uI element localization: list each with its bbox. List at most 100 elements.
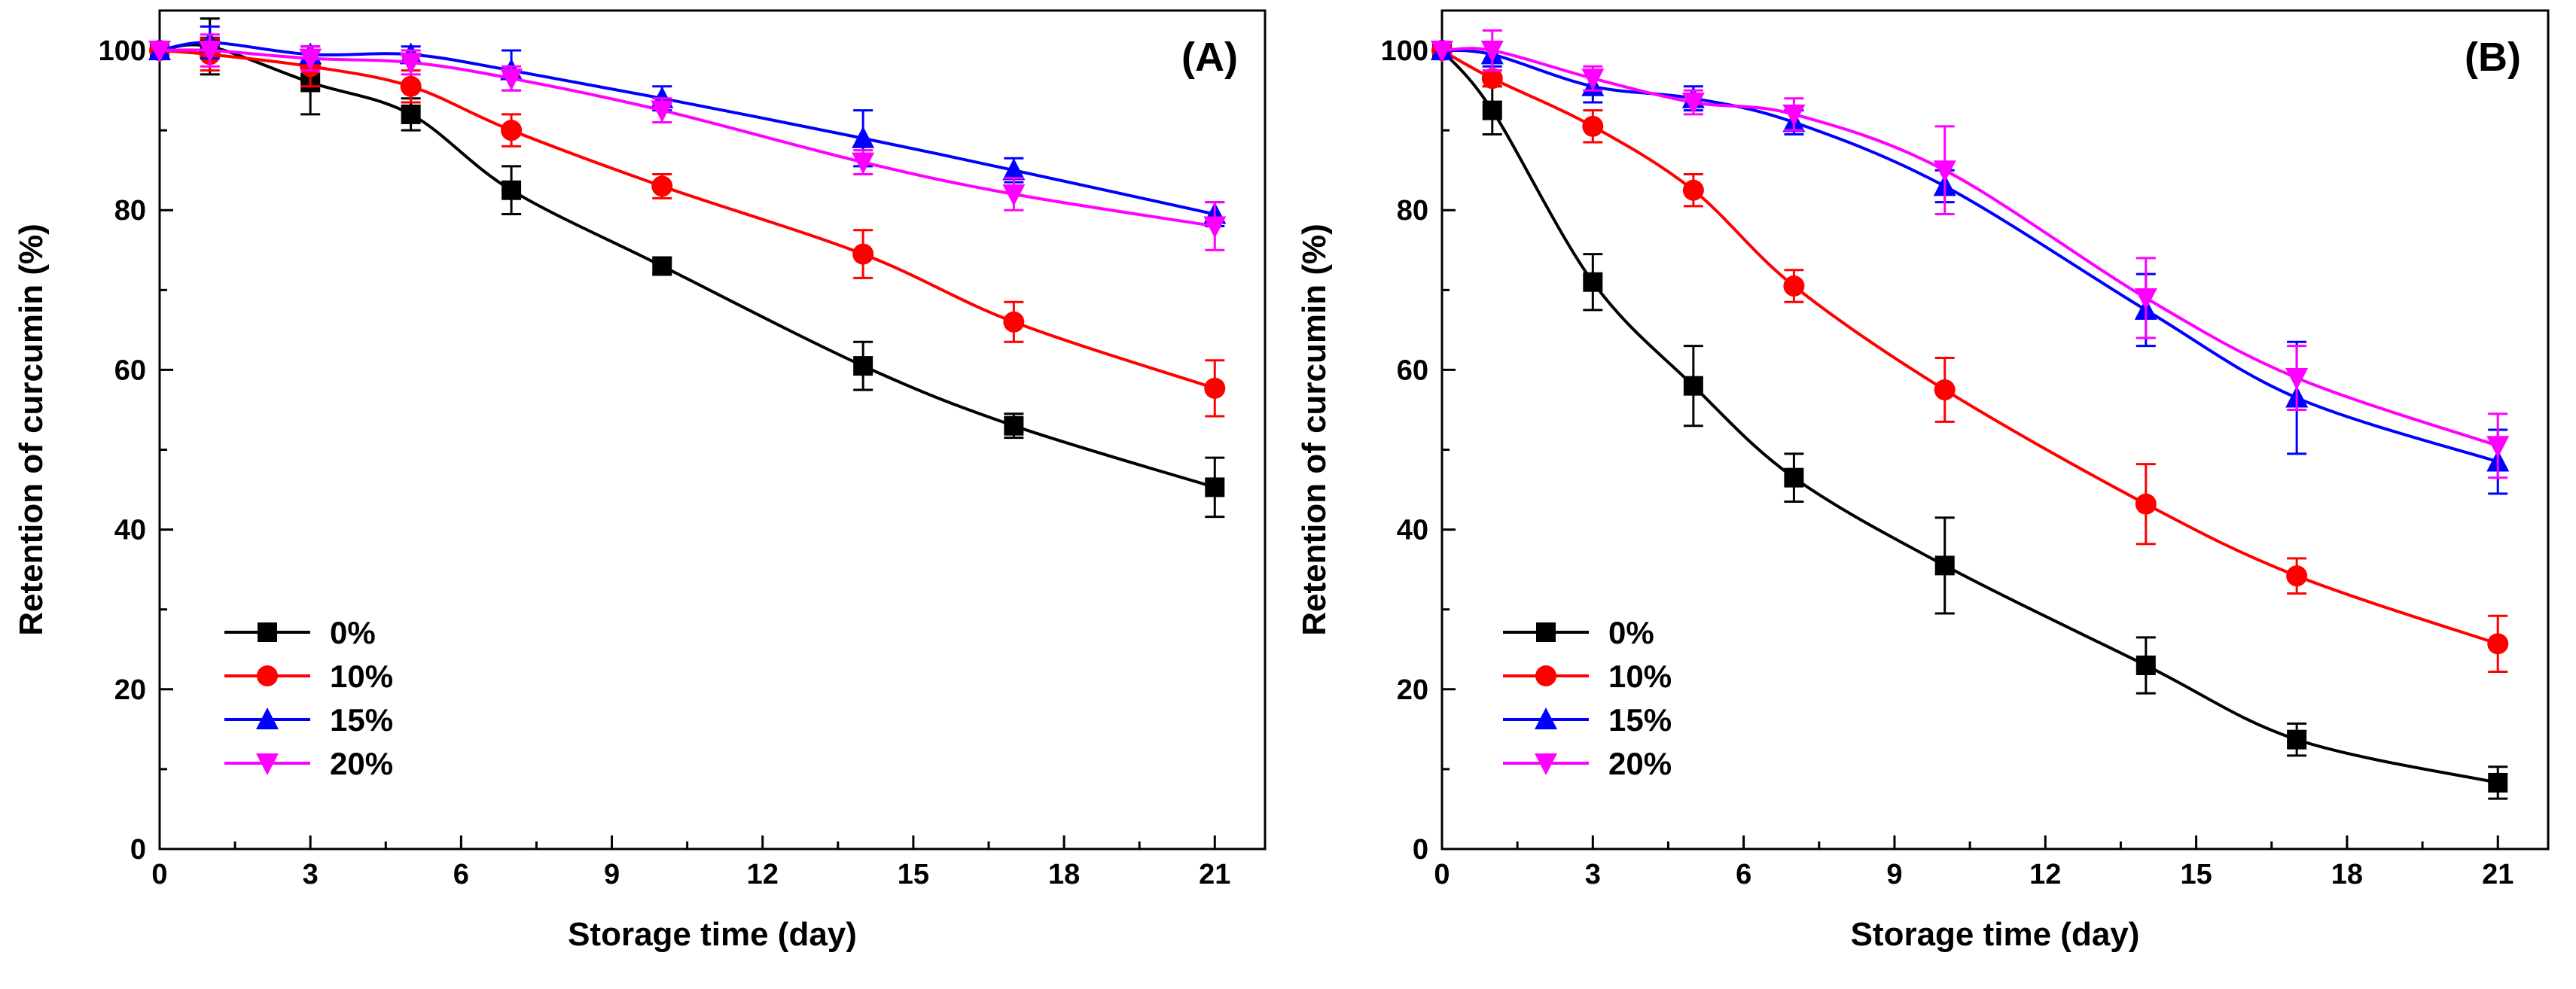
legend-entry: 0%: [224, 615, 376, 650]
y-tick-label: 20: [1397, 674, 1428, 706]
data-point: [1782, 104, 1806, 126]
data-point: [1581, 68, 1605, 91]
x-axis-title: Storage time (day): [1851, 916, 2140, 953]
series-line: [1441, 47, 2498, 448]
y-tick-label: 100: [99, 35, 146, 67]
legend-entry: 20%: [224, 746, 393, 781]
series-line: [1441, 49, 2498, 464]
x-tick-label: 0: [1434, 859, 1450, 890]
legend-entry: 15%: [1503, 702, 1672, 738]
plot-frame: [158, 9, 1267, 851]
data-point: [1582, 115, 1604, 137]
series-line: [159, 48, 1215, 228]
legend-marker: [1536, 622, 1556, 642]
data-point: [1783, 275, 1805, 297]
y-tick-label: 40: [1397, 515, 1428, 546]
series-20pct: [148, 33, 1227, 251]
series-line: [159, 41, 1215, 216]
data-point: [148, 41, 171, 63]
data-point: [2134, 288, 2157, 310]
data-point: [1682, 179, 1704, 201]
legend-marker: [257, 665, 278, 686]
data-point: [1205, 477, 1225, 498]
data-point: [1203, 216, 1227, 239]
legend-entry: 20%: [1503, 746, 1672, 781]
x-tick-label: 6: [1736, 859, 1751, 890]
x-tick-label: 21: [2482, 859, 2514, 890]
data-point: [198, 41, 221, 63]
legend-label: 0%: [1608, 615, 1654, 650]
x-tick-label: 9: [604, 859, 620, 890]
legend-entry: 10%: [1503, 659, 1672, 694]
series-0pct: [150, 17, 1225, 519]
legend-entry: 10%: [224, 659, 393, 694]
legend-marker: [256, 708, 279, 729]
y-axis-title: Retention of curcumin (%): [1296, 224, 1333, 636]
panel-label: (B): [2465, 35, 2521, 80]
data-point: [501, 180, 522, 200]
data-point: [1481, 68, 1503, 90]
legend-marker: [1535, 665, 1556, 686]
x-tick-label: 15: [898, 859, 929, 890]
data-point: [2286, 565, 2308, 587]
data-point: [2287, 729, 2307, 750]
data-point: [400, 75, 422, 97]
legend-label: 20%: [330, 746, 393, 781]
data-point: [1003, 311, 1025, 333]
data-point: [1431, 41, 1453, 63]
x-tick-label: 18: [2331, 859, 2363, 890]
y-tick-label: 100: [1381, 35, 1428, 67]
legend-label: 15%: [1608, 702, 1672, 738]
data-point: [852, 152, 875, 175]
data-point: [1933, 160, 1956, 183]
x-tick-label: 15: [2180, 859, 2212, 890]
data-point: [1480, 41, 1504, 63]
plot-frame: [1440, 9, 2550, 851]
data-point: [1204, 377, 1226, 399]
series-line: [159, 43, 1215, 489]
data-point: [1482, 100, 1502, 120]
legend-marker: [256, 753, 279, 775]
data-point: [852, 243, 874, 265]
data-point: [500, 68, 523, 91]
y-tick-label: 0: [1413, 834, 1428, 866]
data-point: [2486, 436, 2510, 458]
data-point: [401, 104, 421, 124]
y-tick-label: 80: [114, 195, 146, 227]
y-tick-label: 60: [114, 355, 146, 386]
legend-marker: [258, 622, 277, 642]
data-point: [1934, 555, 1955, 576]
data-point: [299, 48, 322, 71]
data-point: [1583, 272, 1603, 292]
data-point: [1934, 379, 1956, 400]
x-tick-label: 18: [1048, 859, 1080, 890]
data-point: [652, 256, 672, 276]
y-tick-label: 60: [1397, 355, 1428, 386]
legend-label: 0%: [330, 615, 376, 650]
data-point: [1681, 93, 1705, 115]
data-point: [2487, 633, 2509, 655]
data-point: [1004, 415, 1024, 436]
y-tick-label: 40: [114, 515, 146, 546]
legend: 0% 10% 15% 20%: [224, 615, 393, 781]
x-tick-label: 12: [747, 859, 779, 890]
data-point: [852, 126, 875, 148]
x-tick-label: 6: [453, 859, 469, 890]
legend-label: 15%: [330, 702, 393, 738]
legend: 0% 10% 15% 20%: [1503, 615, 1672, 781]
series-line: [1441, 49, 2498, 646]
y-tick-label: 80: [1397, 195, 1428, 227]
x-tick-label: 3: [303, 859, 319, 890]
x-tick-label: 21: [1199, 859, 1230, 890]
x-tick-label: 0: [151, 859, 167, 890]
data-point: [1002, 184, 1026, 207]
panel-b: 0 3 6 9 12 15 18 21 0 20 40 60 80 100 Storage time (da…: [1296, 9, 2550, 953]
series-line: [1440, 49, 2498, 784]
data-point: [2135, 493, 2157, 515]
data-point: [2488, 772, 2508, 793]
legend-label: 10%: [330, 659, 393, 694]
legend-entry: 15%: [224, 702, 393, 738]
data-point: [1002, 158, 1026, 181]
x-axis-title: Storage time (day): [568, 916, 857, 953]
